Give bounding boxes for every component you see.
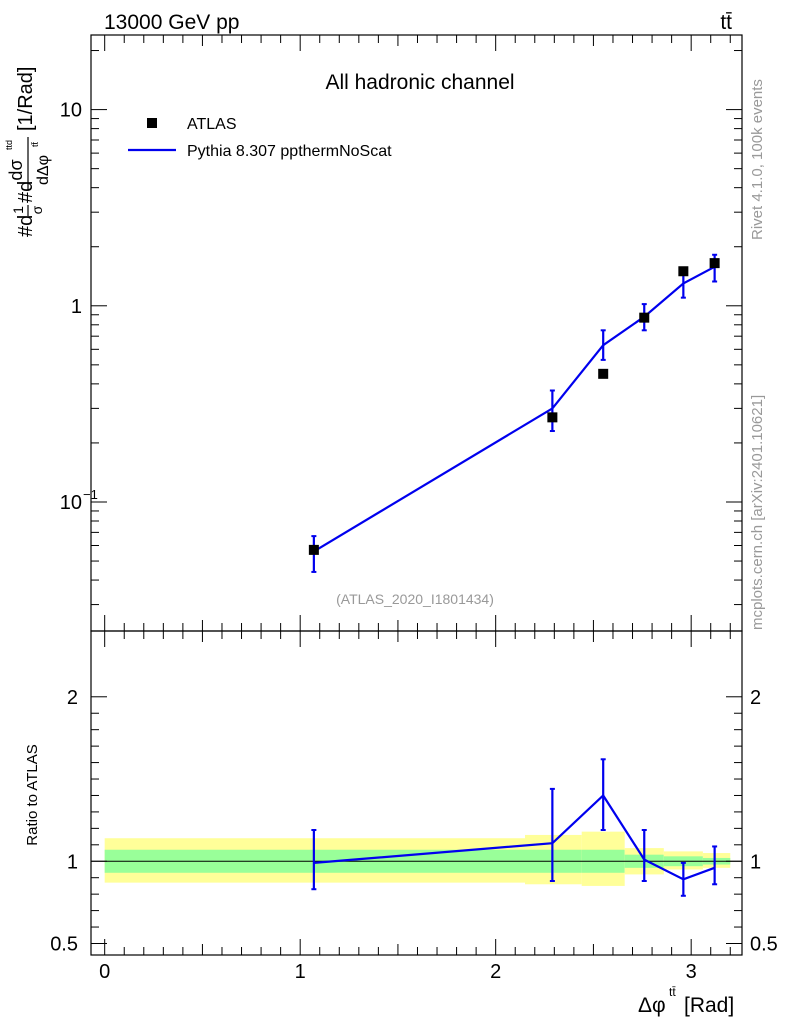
legend-label-data: ATLAS (187, 116, 237, 133)
ylabel-frac1-den: σ (29, 205, 45, 214)
ylabel-frac2-num-sup: ttd (4, 140, 14, 150)
main-title: All hadronic channel (325, 71, 514, 94)
xlabel-unit: [Rad] (684, 994, 734, 1017)
data-point (598, 368, 609, 379)
ylabel-unit: [1/Rad] (15, 67, 37, 131)
data-point (547, 412, 558, 423)
ratio-y-tick-label-left: 1 (67, 851, 78, 873)
mc-curve (313, 265, 716, 553)
legend-marker-data (147, 118, 157, 128)
main-y-tick-label: 10 (60, 100, 82, 122)
x-axis-label: Δφ tt̄ [Rad] (638, 985, 734, 1017)
ratio-axis-ticks: 0.5 0.5 1 1 2 2 0 1 2 3 (50, 631, 778, 983)
ylabel-frac2-den: dΔφ (35, 155, 52, 185)
main-y-axis-label: #d 1 σ #d dσ ttd dΔφ tt̄ [1/Rad] (4, 67, 52, 237)
main-y-tick-label: 10 (60, 492, 82, 514)
ratio-y-tick-label-left: 0.5 (50, 933, 78, 955)
ratio-panel: 0.5 0.5 1 1 2 2 0 1 2 3 Ratio to ATLAS Δφ tt̄ [Ra… (24, 630, 778, 1017)
ylabel-d1: #d (15, 215, 37, 237)
data-point (308, 544, 319, 555)
x-tick-label: 0 (99, 961, 110, 983)
mcplots-label: mcplots.cern.ch [arXiv:2401.10621] (749, 395, 766, 630)
process-label: tt̄ (720, 11, 732, 34)
legend-label-mc: Pythia 8.307 ppthermNoScat (187, 143, 392, 160)
data-point (678, 266, 689, 277)
ratio-curve (313, 793, 715, 881)
main-data-layer (308, 253, 720, 573)
ratio-y-axis-label: Ratio to ATLAS (24, 744, 41, 845)
ratio-frame (90, 630, 743, 956)
legend: ATLAS Pythia 8.307 ppthermNoScat (128, 116, 392, 160)
data-point (709, 258, 720, 269)
rivet-version-label: Rivet 4.1.0, 100k events (749, 79, 766, 240)
ylabel-frac2-den-sup: tt̄ (30, 141, 40, 147)
ylabel-frac2-num: dσ (6, 159, 26, 180)
xlabel-superscript: tt̄ (669, 985, 676, 999)
xlabel-symbol: Δφ (638, 994, 666, 1017)
data-point (639, 312, 650, 323)
ratio-y-tick-label-left: 2 (67, 687, 78, 709)
ratio-y-tick-label-right: 0.5 (750, 933, 778, 955)
x-tick-label: 2 (490, 961, 501, 983)
analysis-tag: (ATLAS_2020_I1801434) (336, 591, 494, 607)
ratio-y-tick-label-right: 2 (750, 687, 761, 709)
energy-label: 13000 GeV pp (104, 11, 239, 34)
ylabel-d2: #d (15, 181, 37, 203)
main-y-tick-label: 1 (71, 296, 82, 318)
ylabel-frac1-num: 1 (10, 206, 26, 214)
x-tick-label: 3 (686, 961, 697, 983)
ratio-y-tick-label-right: 1 (750, 851, 761, 873)
ratio-data-layer (311, 758, 718, 897)
x-tick-label: 1 (295, 961, 306, 983)
